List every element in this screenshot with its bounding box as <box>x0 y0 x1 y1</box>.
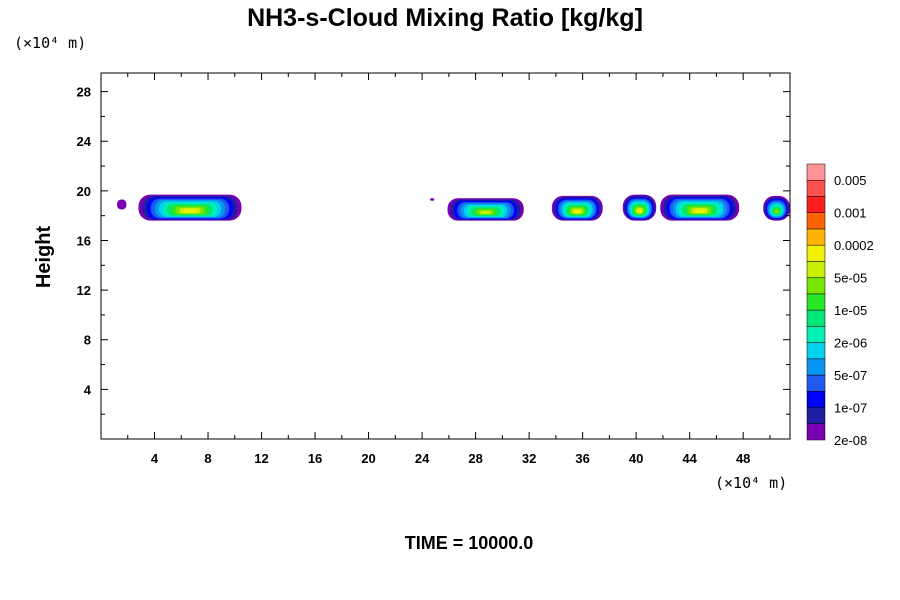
y-unit-label: (×10⁴ m) <box>14 34 86 52</box>
cloud-feature <box>660 194 740 221</box>
cloud-feature <box>447 198 524 221</box>
x-tick-label: 8 <box>204 451 211 466</box>
colorbar-label: 5e-07 <box>834 368 867 383</box>
chart-title: NH3-s-Cloud Mixing Ratio [kg/kg] <box>247 4 643 32</box>
x-tick-label: 48 <box>736 451 750 466</box>
x-axis-ticks: 4 8 12 16 20 24 28 32 36 40 44 48 <box>127 73 771 466</box>
y-tick-label: 24 <box>77 134 92 149</box>
colorbar-swatch <box>806 309 826 327</box>
cloud-contours <box>117 194 790 221</box>
x-tick-label: 12 <box>254 451 268 466</box>
colorbar-swatch <box>806 391 826 408</box>
x-tick-label: 44 <box>682 451 697 466</box>
colorbar-swatch <box>806 374 826 392</box>
colorbar-label: 2e-08 <box>834 433 867 448</box>
plot-frame <box>100 72 791 440</box>
y-axis-label: Height <box>33 226 55 289</box>
colorbar-swatch <box>806 342 826 360</box>
colorbar-swatch <box>806 358 826 376</box>
cloud-feature <box>763 195 790 221</box>
colorbar-label: 5e-05 <box>834 271 867 286</box>
y-tick-label: 16 <box>77 233 91 248</box>
time-footer: TIME = 10000.0 <box>405 533 534 553</box>
y-tick-label: 12 <box>77 283 91 298</box>
cloud-contour-band <box>694 209 705 213</box>
cloud-contour-band <box>774 209 779 214</box>
colorbar-label: 0.005 <box>834 173 867 188</box>
colorbar-label: 2e-06 <box>834 336 867 351</box>
x-tick-label: 28 <box>468 451 482 466</box>
colorbar-swatch <box>806 179 826 197</box>
colorbar: 0.005 0.001 0.0002 5e-05 1e-05 2e-06 5e-07 1e-0… <box>806 163 874 448</box>
colorbar-swatch <box>806 326 826 343</box>
y-tick-label: 28 <box>77 85 91 100</box>
cloud-contour-band <box>183 209 197 213</box>
colorbar-swatch <box>806 423 826 441</box>
cloud-contour-band <box>574 209 581 214</box>
cloud-contour-band <box>117 199 127 210</box>
colorbar-swatch <box>806 261 826 278</box>
colorbar-label: 0.001 <box>834 206 867 221</box>
y-tick-label: 20 <box>77 184 91 199</box>
x-tick-label: 24 <box>415 451 430 466</box>
colorbar-swatch <box>806 212 826 230</box>
x-tick-label: 20 <box>361 451 375 466</box>
colorbar-swatch <box>806 163 826 181</box>
y-tick-label: 8 <box>84 333 91 348</box>
colorbar-swatch <box>806 244 826 262</box>
colorbar-label: 0.0002 <box>834 238 874 253</box>
cloud-contour-band <box>480 210 491 214</box>
x-unit-label: (×10⁴ m) <box>715 474 787 492</box>
cloud-feature <box>622 194 657 221</box>
cloud-contour-band <box>430 198 435 201</box>
x-tick-label: 4 <box>151 451 159 466</box>
colorbar-swatch <box>806 407 826 425</box>
y-axis-ticks: 4 8 12 16 20 24 28 <box>77 85 790 415</box>
cloud-feature <box>430 198 435 201</box>
x-tick-label: 40 <box>629 451 643 466</box>
cloud-feature <box>551 195 603 221</box>
x-tick-label: 32 <box>522 451 536 466</box>
colorbar-label: 1e-07 <box>834 401 867 416</box>
y-tick-label: 4 <box>84 382 92 397</box>
x-tick-label: 16 <box>308 451 322 466</box>
colorbar-swatch <box>806 228 826 246</box>
colorbar-swatch <box>806 277 826 295</box>
cloud-contour-band <box>637 209 642 213</box>
colorbar-swatch <box>806 293 826 311</box>
colorbar-swatch <box>806 196 826 213</box>
cloud-feature <box>117 199 127 210</box>
colorbar-label: 1e-05 <box>834 303 867 318</box>
x-tick-label: 36 <box>575 451 589 466</box>
cloud-feature <box>138 194 242 221</box>
